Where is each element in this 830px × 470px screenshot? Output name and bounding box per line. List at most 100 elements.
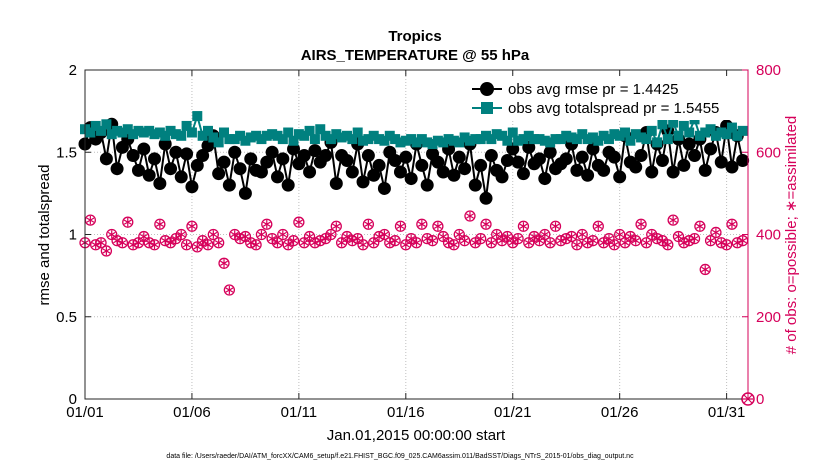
obs-possible-marker <box>608 239 620 251</box>
spread-point <box>550 134 561 145</box>
rmse-point <box>597 163 611 177</box>
spread-point <box>684 127 695 138</box>
spread-point <box>186 127 197 138</box>
spread-point <box>85 127 96 138</box>
rmse-point <box>169 145 183 159</box>
rmse-point <box>420 178 434 192</box>
obs-assimilated-marker <box>685 236 694 245</box>
rmse-point <box>297 149 311 163</box>
obs-assimilated-marker <box>658 236 667 245</box>
y2-axis-label: # of obs: o=possible; ∗=assimilated <box>783 116 800 355</box>
obs-assimilated-marker <box>225 285 234 295</box>
spread-point <box>481 130 492 141</box>
obs-assimilated-marker <box>653 234 662 243</box>
obs-assimilated-marker <box>182 240 191 249</box>
spread-point <box>315 124 326 135</box>
spread-point <box>224 134 235 145</box>
spread-point <box>149 129 160 140</box>
spread-point <box>582 134 593 145</box>
spread-point <box>358 135 369 146</box>
obs-assimilated-marker <box>722 240 731 249</box>
rmse-point <box>356 175 370 189</box>
obs-assimilated-marker <box>123 217 132 227</box>
spread-point <box>625 135 636 146</box>
obs-assimilated-marker <box>177 230 186 239</box>
obs-assimilated-marker <box>567 232 576 241</box>
obs-assimilated-marker <box>615 230 624 239</box>
spread-point <box>170 129 181 140</box>
rmse-point <box>164 162 178 176</box>
spread-point <box>598 130 609 141</box>
obs-possible-marker <box>726 218 738 230</box>
spread-point <box>299 130 310 141</box>
spread-point <box>422 137 433 148</box>
obs-possible-marker <box>694 220 706 232</box>
obs-assimilated-marker <box>663 240 672 249</box>
obs-assimilated-marker <box>343 232 351 241</box>
obs-assimilated-marker <box>594 222 603 231</box>
obs-assimilated-marker <box>262 220 271 229</box>
obs-assimilated-marker <box>449 240 458 249</box>
obs-assimilated-marker <box>417 220 426 229</box>
spread-point <box>475 134 486 145</box>
rmse-point <box>629 160 643 174</box>
spread-point <box>320 130 331 141</box>
obs-assimilated-marker <box>155 220 164 229</box>
obs-assimilated-marker <box>642 238 651 247</box>
obs-possible-marker <box>394 220 407 232</box>
rmse-point <box>688 149 702 163</box>
obs-assimilated-marker <box>246 238 255 247</box>
rmse-point <box>228 145 242 159</box>
rmse-point <box>543 145 557 159</box>
rmse-point <box>345 165 359 179</box>
obs-possible-marker <box>330 220 342 232</box>
spread-point <box>235 130 246 141</box>
obs-assimilated-marker <box>204 240 212 249</box>
spread-point <box>283 127 294 138</box>
spread-point <box>737 125 748 136</box>
spread-point <box>96 125 107 136</box>
obs-possible-marker <box>218 257 230 269</box>
obs-assimilated-marker <box>701 265 710 274</box>
obs-possible-marker <box>122 216 134 228</box>
obs-assimilated-marker <box>508 238 517 247</box>
spread-point <box>197 130 208 141</box>
spread-point <box>160 130 171 141</box>
rmse-point <box>244 152 258 166</box>
obs-assimilated-marker <box>631 236 640 245</box>
rmse-point <box>233 162 247 176</box>
obs-assimilated-marker <box>498 236 506 245</box>
spread-point <box>636 132 647 143</box>
legend: obs avg rmse pr = 1.4425 obs avg totalsp… <box>467 76 741 120</box>
obs-assimilated-marker <box>145 238 154 247</box>
rmse-point <box>238 186 252 200</box>
legend-rmse-label: obs avg rmse pr = 1.4425 <box>508 81 679 98</box>
y-tick-label: 0.5 <box>56 309 77 326</box>
spread-point <box>411 137 422 148</box>
spread-point <box>529 134 540 145</box>
obs-assimilated-marker <box>556 236 565 245</box>
series-layer <box>78 111 755 406</box>
obs-possible-marker <box>432 220 444 232</box>
obs-possible-marker <box>667 214 679 226</box>
obs-assimilated-marker <box>578 230 587 239</box>
obs-possible-marker <box>277 228 289 241</box>
spread-point <box>443 134 454 145</box>
rmse-point <box>319 149 333 163</box>
spread-point <box>641 134 652 145</box>
obs-assimilated-marker <box>278 230 287 239</box>
spread-point <box>620 127 631 138</box>
spread-point <box>678 120 689 131</box>
rmse-point <box>180 147 194 161</box>
spread-point <box>513 135 524 146</box>
spread-point <box>603 134 614 145</box>
rmse-point <box>303 165 317 179</box>
spread-point <box>523 130 534 141</box>
obs-assimilated-marker <box>428 236 437 245</box>
rmse-point <box>436 165 450 179</box>
spread-point <box>593 135 604 146</box>
obs-assimilated-marker <box>364 220 373 229</box>
spread-point <box>352 127 363 138</box>
rmse-point <box>185 180 199 194</box>
spread-point <box>587 132 598 143</box>
